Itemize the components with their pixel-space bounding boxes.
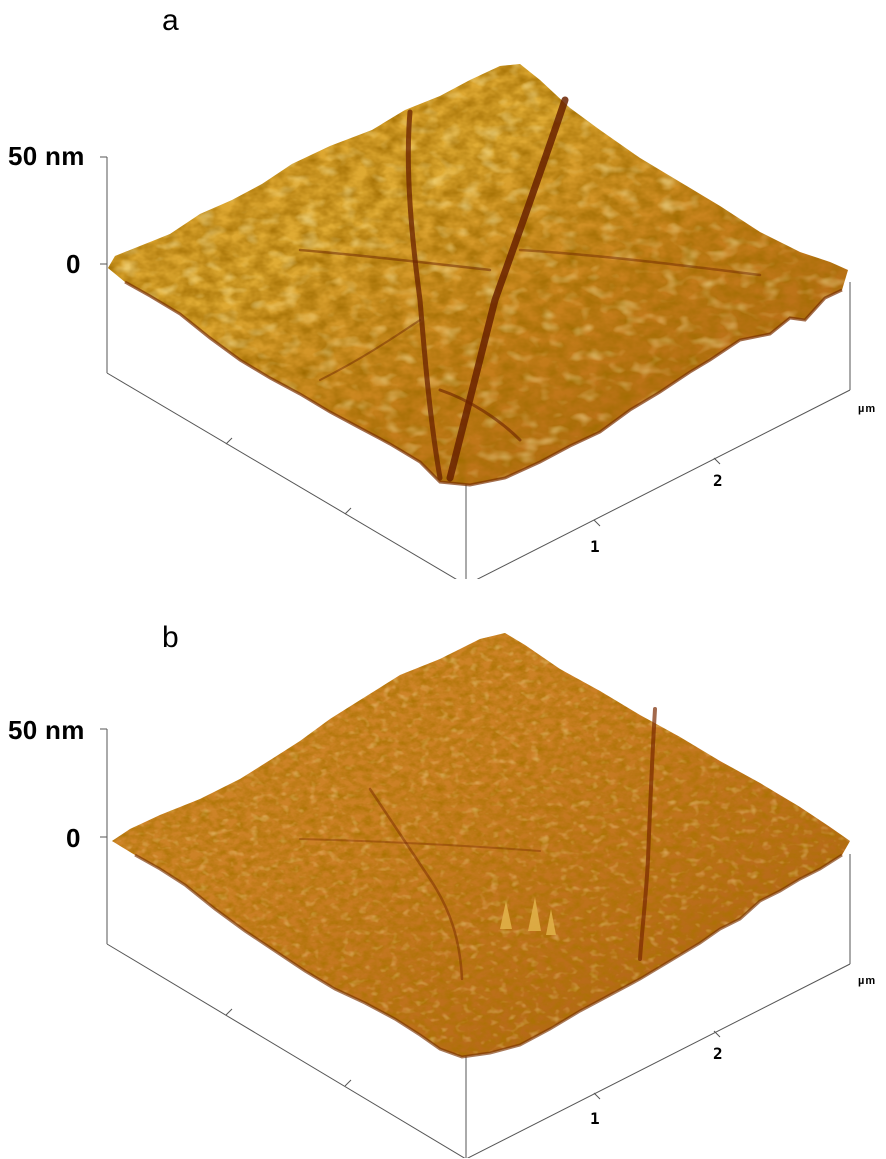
afm-3d-plot-b	[100, 633, 851, 1158]
z-axis-top-label-a: 50 nm	[8, 141, 85, 171]
panel-label-a: a	[162, 4, 179, 37]
surface-b	[112, 633, 850, 1059]
z-axis-top-label-b: 50 nm	[8, 715, 85, 745]
cracks-b	[299, 707, 657, 981]
afm-3d-plot-a	[100, 64, 851, 579]
right-tick-1-a	[593, 519, 601, 527]
left-tick-1-a	[225, 437, 233, 445]
z-axis-zero-label-a: 0	[66, 249, 81, 279]
x-tick-label-2-a: 2	[713, 471, 723, 490]
axes-frame-b	[100, 728, 851, 1158]
x-tick-label-2-b: 2	[713, 1044, 723, 1063]
afm-panel-b: b 50 nm 0 µm 1 2	[0, 579, 886, 1158]
right-tick-2-b	[713, 1030, 721, 1038]
x-tick-label-1-a: 1	[590, 537, 600, 556]
right-tick-1-b	[593, 1092, 601, 1100]
left-tick-2-a	[344, 507, 352, 515]
axes-frame-a	[100, 156, 851, 579]
afm-panel-a: a 50 nm 0 µm 1 2	[0, 0, 886, 579]
peaks-b	[500, 897, 556, 935]
z-axis-zero-label-b: 0	[66, 823, 81, 853]
x-axis-unit-a: µm	[858, 403, 877, 415]
surface-a	[108, 64, 848, 487]
x-left-axis-b	[106, 943, 466, 1158]
cracks-a	[298, 96, 762, 482]
x-right-axis-a	[476, 389, 851, 579]
x-right-axis-b	[466, 963, 851, 1158]
x-left-axis-a	[106, 372, 457, 579]
panel-label-b: b	[162, 621, 179, 654]
x-axis-unit-b: µm	[858, 975, 877, 987]
x-tick-label-1-b: 1	[590, 1109, 600, 1128]
left-tick-2-b	[344, 1079, 352, 1087]
right-tick-2-a	[713, 457, 721, 465]
left-tick-1-b	[225, 1008, 233, 1016]
